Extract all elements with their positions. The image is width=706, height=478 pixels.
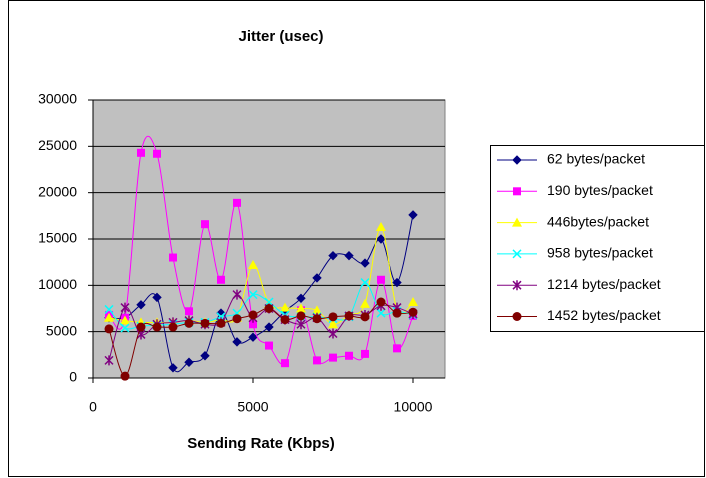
marker — [104, 355, 114, 366]
marker — [265, 341, 273, 350]
y-tick-label: 25000 — [38, 137, 77, 153]
marker — [168, 322, 178, 332]
marker — [200, 351, 210, 361]
marker — [312, 314, 322, 324]
marker — [120, 302, 130, 313]
legend-label: 1214 bytes/packet — [547, 276, 661, 292]
marker — [376, 297, 386, 307]
marker — [201, 220, 209, 229]
marker — [512, 312, 522, 321]
marker — [153, 149, 161, 158]
marker — [249, 320, 257, 329]
marker — [408, 307, 418, 317]
marker — [136, 300, 146, 310]
marker — [344, 250, 354, 261]
x-axis-label: Sending Rate (Kbps) — [187, 435, 335, 452]
marker — [328, 250, 338, 261]
marker — [296, 319, 306, 330]
chart-title: Jitter (usec) — [238, 28, 323, 45]
y-tick-label: 10000 — [38, 276, 77, 292]
marker — [296, 293, 306, 304]
marker — [360, 312, 370, 322]
marker — [344, 311, 354, 321]
marker — [512, 249, 522, 259]
marker — [120, 315, 130, 325]
marker — [328, 312, 338, 322]
marker — [184, 318, 194, 328]
marker — [137, 148, 145, 157]
marker — [232, 314, 242, 324]
marker — [280, 302, 290, 312]
marker — [360, 278, 370, 288]
marker — [296, 303, 306, 313]
marker — [152, 322, 162, 332]
y-tick-label: 5000 — [46, 322, 77, 338]
marker — [512, 280, 522, 291]
marker — [264, 304, 274, 313]
legend-label: 190 bytes/packet — [547, 182, 653, 198]
legend-label: 446bytes/packet — [547, 213, 649, 229]
marker — [392, 308, 402, 318]
marker — [104, 312, 114, 322]
legend-label: 1452 bytes/packet — [547, 307, 661, 323]
marker — [280, 315, 290, 325]
marker — [120, 323, 130, 333]
marker — [232, 289, 242, 300]
y-tick-label: 30000 — [38, 91, 77, 107]
x-tick-label: 0 — [89, 399, 97, 415]
marker — [296, 311, 306, 321]
marker — [200, 318, 210, 328]
marker — [264, 297, 274, 307]
marker — [232, 337, 242, 347]
marker — [312, 305, 322, 315]
marker — [377, 275, 385, 284]
marker — [248, 310, 258, 320]
marker — [360, 258, 370, 268]
marker — [168, 363, 178, 373]
marker — [169, 253, 177, 262]
marker — [393, 344, 401, 353]
x-tick-label: 5000 — [237, 399, 268, 415]
marker — [328, 319, 338, 329]
marker — [248, 259, 258, 269]
legend-box — [490, 145, 705, 332]
y-tick-label: 0 — [69, 369, 77, 385]
marker — [184, 357, 194, 367]
marker — [120, 371, 130, 381]
marker — [345, 351, 353, 360]
legend-label: 62 bytes/packet — [547, 151, 645, 167]
marker — [104, 304, 114, 314]
marker — [408, 210, 418, 220]
marker — [217, 275, 225, 284]
legend-label: 958 bytes/packet — [547, 245, 653, 261]
marker — [376, 234, 386, 244]
marker — [248, 332, 258, 342]
marker — [408, 297, 418, 307]
marker — [512, 217, 522, 227]
marker — [376, 221, 386, 231]
marker — [281, 359, 289, 368]
marker — [216, 318, 226, 328]
marker — [264, 322, 274, 332]
marker — [312, 273, 322, 283]
marker — [248, 290, 258, 300]
marker — [136, 322, 146, 332]
marker — [329, 353, 337, 362]
marker — [313, 356, 321, 365]
marker — [376, 308, 386, 318]
marker — [233, 198, 241, 207]
marker — [513, 187, 521, 196]
x-tick-label: 10000 — [394, 399, 433, 415]
y-tick-label: 15000 — [38, 230, 77, 246]
marker — [392, 277, 402, 288]
marker — [360, 298, 370, 308]
marker — [185, 307, 193, 316]
marker — [104, 324, 114, 334]
marker — [361, 349, 369, 358]
y-tick-label: 20000 — [38, 183, 77, 199]
marker — [152, 292, 162, 303]
marker — [512, 155, 522, 165]
marker — [328, 328, 338, 339]
